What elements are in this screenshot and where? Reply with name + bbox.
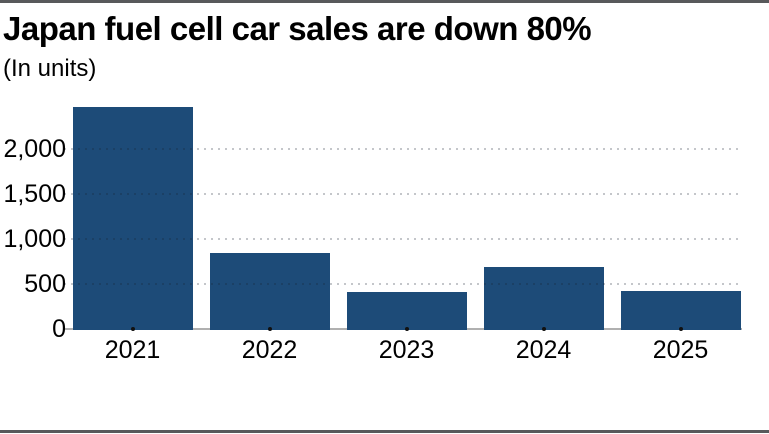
x-tick-label-2024: 2024	[515, 336, 572, 364]
bar-2021	[72, 107, 193, 330]
y-tick-label-1500: 1,500	[3, 180, 66, 208]
x-tick-dot-2023	[404, 327, 409, 331]
gridline-1500	[64, 193, 742, 195]
bar-2022	[209, 253, 330, 330]
bottom-frame-rule	[0, 430, 769, 433]
x-tick-dot-2022	[267, 327, 272, 331]
chart-title: Japan fuel cell car sales are down 80%	[3, 10, 592, 47]
gridline-2000	[64, 148, 742, 150]
bar-2025	[620, 291, 741, 330]
x-tick-label-2022: 2022	[241, 336, 298, 364]
bar-2023	[346, 292, 467, 330]
y-tick-label-2000: 2,000	[3, 135, 66, 163]
x-tick-dot-2025	[678, 327, 683, 331]
y-tick-label-500: 500	[24, 270, 66, 298]
chart-subtitle: (In units)	[3, 55, 97, 82]
top-frame-rule	[0, 0, 769, 3]
x-tick-label-2023: 2023	[378, 336, 435, 364]
x-tick-label-2021: 2021	[104, 336, 161, 364]
x-tick-dot-2024	[541, 327, 546, 331]
x-tick-label-2025: 2025	[652, 336, 709, 364]
bar-2024	[483, 267, 604, 330]
gridline-500	[64, 283, 742, 285]
y-tick-label-1000: 1,000	[3, 225, 66, 253]
y-tick-label-0: 0	[52, 315, 66, 343]
x-tick-dot-2021	[130, 327, 135, 331]
gridline-1000	[64, 238, 742, 240]
